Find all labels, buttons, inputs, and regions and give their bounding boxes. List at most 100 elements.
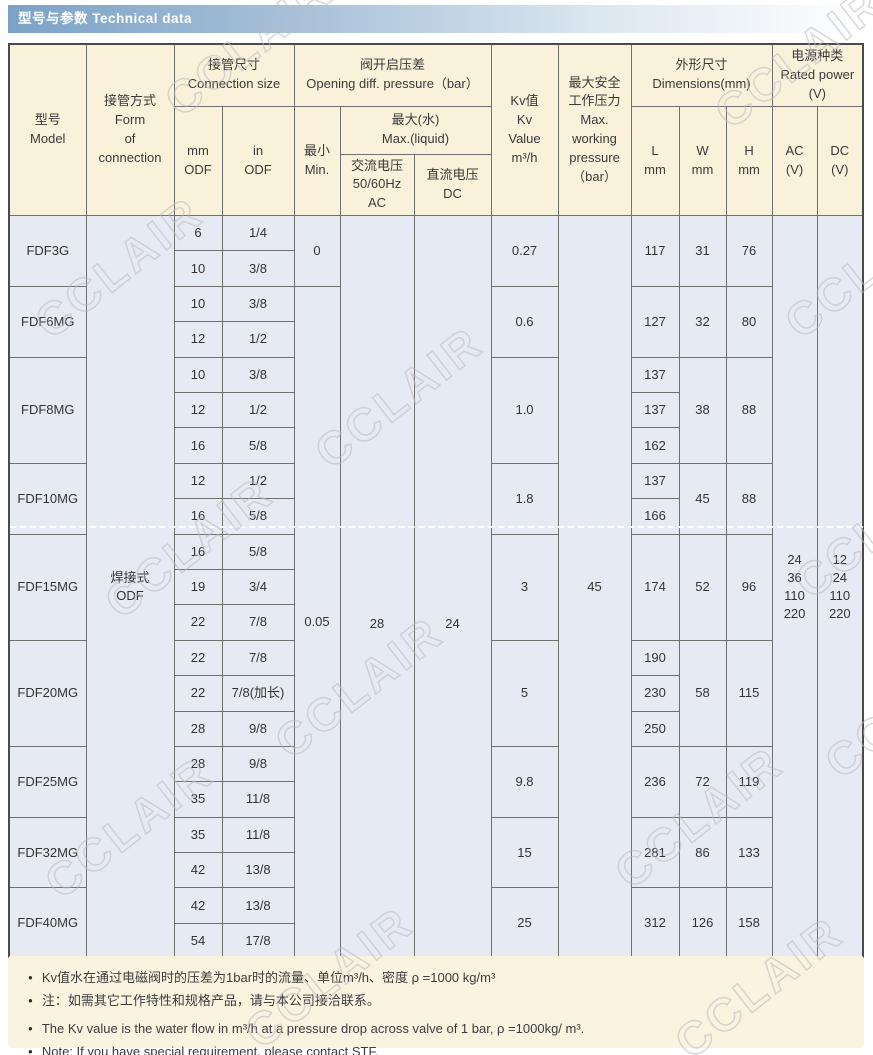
kv-value-cell: 9.8	[490, 745, 559, 818]
connection-form-cell: 焊接式 ODF	[85, 215, 175, 960]
note-contact-zh: 注：如需其它工作特性和规格产品，请与本公司接洽联系。	[28, 992, 854, 1011]
model-cell: FDF32MG	[8, 816, 87, 889]
mm-size-cell: 35	[173, 781, 223, 818]
min-pressure-cell: 0.05	[293, 285, 341, 960]
dim-h-cell: 88	[725, 462, 773, 535]
dim-w-cell: 45	[678, 462, 727, 535]
header-opening-diff-pressure: 阀开启压差 Opening diff. pressure（bar）	[293, 43, 492, 107]
dim-w-cell: 31	[678, 215, 727, 287]
model-cell: FDF15MG	[8, 533, 87, 641]
in-size-cell: 11/8	[221, 781, 295, 818]
table-row: 54 17/8	[9, 922, 863, 960]
in-size-cell: 17/8	[221, 922, 295, 960]
in-size-cell: 3/8	[221, 285, 295, 323]
header-max-water: 最大(水) Max.(liquid)	[339, 105, 492, 155]
kv-value-cell: 5	[490, 639, 559, 747]
mm-size-cell: 54	[173, 922, 223, 960]
model-cell: FDF40MG	[8, 887, 87, 960]
dim-l-cell: 250	[630, 710, 680, 747]
header-w-mm: W mm	[678, 105, 727, 217]
kv-value-cell: 25	[490, 887, 559, 960]
mm-size-cell: 16	[173, 533, 223, 570]
dim-l-cell: 117	[630, 215, 680, 287]
in-size-cell: 9/8	[221, 745, 295, 783]
dim-h-cell: 119	[725, 745, 773, 818]
note-kv-zh: Kv值水在通过电磁阀时的压差为1bar时的流量、单位m³/h、密度 ρ =100…	[28, 969, 854, 988]
table-row: FDF32MG 35 11/8 15 281 86 133	[8, 816, 863, 889]
kv-value-cell: 1.0	[490, 356, 559, 464]
model-cell: FDF8MG	[8, 356, 87, 464]
page-title-zh: 型号与参数	[18, 11, 88, 26]
dim-h-cell: 158	[725, 887, 773, 960]
in-size-cell: 1/2	[221, 321, 295, 358]
ac-voltage-cell: 24 36 110 220	[771, 215, 818, 960]
dim-w-cell: 32	[678, 285, 727, 358]
dim-h-cell: 115	[725, 639, 773, 747]
model-cell: FDF10MG	[8, 462, 87, 535]
in-size-cell: 7/8	[221, 604, 295, 641]
header-max-working-pressure: 最大安全 工作压力 Max. working pressure （bar）	[557, 43, 632, 217]
table-row: 42 13/8	[9, 852, 863, 889]
in-size-cell: 1/2	[221, 462, 295, 500]
header-connection-size: 接管尺寸 Connection size	[173, 43, 295, 107]
note-kv-en: The Kv value is the water flow in m³/h a…	[28, 1020, 854, 1039]
table-row: 12 1/2 137	[9, 392, 863, 429]
model-cell: FDF3G	[8, 215, 87, 287]
table-row: 22 7/8(加长) 230	[9, 675, 863, 712]
kv-value-cell: 1.8	[490, 462, 559, 535]
ac-pressure-cell: 28	[339, 215, 415, 960]
mm-size-cell: 28	[173, 710, 223, 747]
kv-value-cell: 15	[490, 816, 559, 889]
dim-l-cell: 236	[630, 745, 680, 818]
page-title-en: Technical data	[92, 11, 193, 26]
in-size-cell: 9/8	[221, 710, 295, 747]
table-row: 10 3/8	[9, 250, 863, 287]
table-row: FDF10MG 12 1/2 1.8 137 45 88	[8, 462, 863, 535]
in-size-cell: 5/8	[221, 498, 295, 535]
dim-l-cell: 281	[630, 816, 680, 889]
mm-size-cell: 35	[173, 816, 223, 854]
ac-pressure-value: 28	[369, 615, 385, 631]
in-size-cell: 3/4	[221, 568, 295, 606]
table-row: 28 9/8 250	[9, 710, 863, 747]
dc-pressure-value: 24	[445, 615, 460, 631]
dc-voltage-cell: 12 24 110 220	[816, 215, 864, 960]
table-row: FDF3G 焊接式 ODF 6 1/4 0 28 24 0.27 45 117 31 76 24 36 …	[8, 215, 864, 960]
table-row: 19 3/4	[9, 568, 863, 606]
dim-w-cell: 52	[678, 533, 727, 641]
header-dc-voltage: 直流电压 DC	[413, 153, 492, 217]
dim-h-cell: 96	[725, 533, 773, 641]
in-size-cell: 7/8	[221, 639, 295, 677]
mm-size-cell: 12	[173, 321, 223, 358]
dim-w-cell: 126	[678, 887, 727, 960]
dim-h-cell: 80	[725, 285, 773, 358]
dim-l-cell: 127	[630, 285, 680, 358]
header-ac-voltage: 交流电压 50/60Hz AC	[339, 153, 415, 217]
mm-size-cell: 22	[173, 604, 223, 641]
table-row: 16 5/8 166	[9, 498, 863, 535]
header-rated-power: 电源种类 Rated power (V)	[771, 43, 864, 107]
table-row: 16 5/8 162	[9, 427, 863, 464]
header-min: 最小 Min.	[293, 105, 341, 217]
table-row: 22 7/8	[9, 604, 863, 641]
mm-size-cell: 12	[173, 392, 223, 429]
model-cell: FDF25MG	[8, 745, 87, 818]
dim-w-cell: 38	[678, 356, 727, 464]
dim-l-cell: 162	[630, 427, 680, 464]
table-row: 35 11/8	[9, 781, 863, 818]
dim-l-cell: 190	[630, 639, 680, 677]
in-size-cell: 5/8	[221, 427, 295, 464]
header-dc-v: DC (V)	[816, 105, 864, 217]
table-row: 12 1/2	[9, 321, 863, 358]
mm-size-cell: 10	[173, 356, 223, 394]
mm-size-cell: 10	[173, 250, 223, 287]
in-size-cell: 3/8	[221, 250, 295, 287]
dim-l-cell: 312	[630, 887, 680, 960]
table-row: FDF25MG 28 9/8 9.8 236 72 119	[8, 745, 863, 818]
in-size-cell: 13/8	[221, 852, 295, 889]
header-in-odf: in ODF	[221, 105, 295, 217]
dim-h-cell: 76	[725, 215, 773, 287]
in-size-cell: 5/8	[221, 533, 295, 570]
mm-size-cell: 16	[173, 498, 223, 535]
mm-size-cell: 42	[173, 887, 223, 924]
